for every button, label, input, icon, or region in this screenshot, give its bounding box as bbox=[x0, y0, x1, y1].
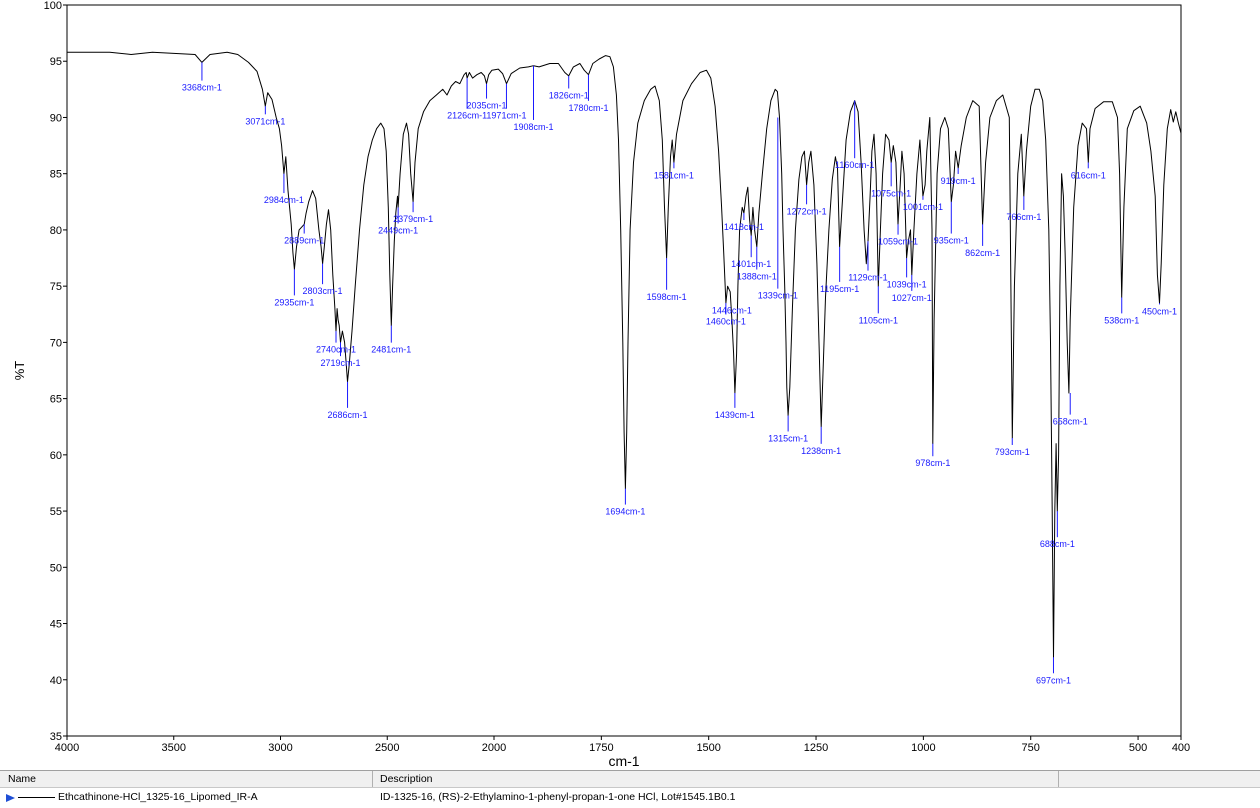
peak-label: 793cm-1 bbox=[995, 447, 1030, 457]
spectrum-trace bbox=[67, 51, 1182, 658]
y-tick-label: 65 bbox=[50, 394, 62, 406]
column-divider[interactable] bbox=[372, 771, 373, 787]
peak-label: 2719cm-1 bbox=[320, 358, 360, 368]
peak-label: 2803cm-1 bbox=[303, 286, 343, 296]
peak-label: 2379cm-1 bbox=[393, 214, 433, 224]
legend-table: Name Description Ethcathinone-HCl_1325-1… bbox=[0, 770, 1260, 808]
legend-row[interactable]: Ethcathinone-HCl_1325-16_Lipomed_IR-A ID… bbox=[0, 788, 1260, 806]
legend-header: Name Description bbox=[0, 771, 1260, 788]
peak-label: 1339cm-1 bbox=[758, 291, 798, 301]
peak-label: 1446cm-1 bbox=[712, 305, 752, 315]
x-axis-title: cm-1 bbox=[608, 753, 639, 769]
peak-label: 1826cm-1 bbox=[549, 90, 589, 100]
y-tick-label: 80 bbox=[50, 225, 62, 237]
peak-label: 1039cm-1 bbox=[887, 279, 927, 289]
peak-label: 1780cm-1 bbox=[568, 103, 608, 113]
y-tick-label: 95 bbox=[50, 56, 62, 68]
peak-label: 1238cm-1 bbox=[801, 446, 841, 456]
y-axis-title: %T bbox=[12, 361, 27, 381]
peak-label: 1908cm-1 bbox=[513, 122, 553, 132]
series-line-swatch bbox=[18, 797, 55, 798]
peak-label: 3071cm-1 bbox=[245, 116, 285, 126]
y-tick-label: 85 bbox=[50, 169, 62, 181]
y-tick-label: 55 bbox=[50, 506, 62, 518]
x-tick-label: 1750 bbox=[589, 742, 613, 754]
name-column-header[interactable]: Name bbox=[8, 773, 37, 785]
peak-label: 697cm-1 bbox=[1036, 675, 1071, 685]
peak-label: 935cm-1 bbox=[934, 236, 969, 246]
y-tick-label: 60 bbox=[50, 450, 62, 462]
peak-label: 766cm-1 bbox=[1006, 212, 1041, 222]
y-tick-label: 100 bbox=[44, 0, 62, 12]
peak-label: 919cm-1 bbox=[941, 176, 976, 186]
peak-label: 1027cm-1 bbox=[892, 293, 932, 303]
x-tick-label: 1250 bbox=[804, 742, 828, 754]
column-divider[interactable] bbox=[1058, 771, 1059, 787]
series-name: Ethcathinone-HCl_1325-16_Lipomed_IR-A bbox=[58, 791, 258, 803]
peak-label: 1105cm-1 bbox=[859, 315, 898, 325]
x-tick-label: 3500 bbox=[162, 742, 186, 754]
peak-label: 1418cm-1 bbox=[724, 222, 764, 232]
peak-label: 1129cm-1 bbox=[848, 273, 887, 283]
y-tick-label: 75 bbox=[50, 281, 62, 293]
peak-label: 862cm-1 bbox=[965, 248, 1000, 258]
peak-label: 1971cm-1 bbox=[486, 111, 526, 121]
peak-label: 978cm-1 bbox=[915, 458, 950, 468]
peak-label: 1059cm-1 bbox=[878, 237, 918, 247]
y-tick-label: 70 bbox=[50, 337, 62, 349]
peak-label: 1581cm-1 bbox=[654, 170, 694, 180]
peak-label: 1694cm-1 bbox=[605, 507, 645, 517]
peak-label: 450cm-1 bbox=[1142, 306, 1177, 316]
x-tick-label: 3000 bbox=[268, 742, 292, 754]
peak-label: 1401cm-1 bbox=[731, 259, 771, 269]
chart-svg: 35 40 45 50 55 60 65 70 75 80 85 90 95 100 4000 3500 300… bbox=[12, 0, 1190, 769]
peak-label: 2126cm-1 bbox=[447, 111, 487, 121]
y-tick-label: 90 bbox=[50, 112, 62, 124]
x-tick-label: 500 bbox=[1129, 742, 1147, 754]
ir-spectrum-chart: 35 40 45 50 55 60 65 70 75 80 85 90 95 100 4000 3500 300… bbox=[12, 0, 1190, 769]
peak-label: 2686cm-1 bbox=[328, 410, 368, 420]
plot-frame bbox=[66, 4, 1182, 737]
peak-label: 2740cm-1 bbox=[316, 345, 356, 355]
x-tick-label: 4000 bbox=[55, 742, 79, 754]
y-tick-label: 40 bbox=[50, 675, 62, 687]
description-column-header[interactable]: Description bbox=[380, 773, 433, 785]
x-tick-label: 750 bbox=[1022, 742, 1040, 754]
x-tick-label: 2000 bbox=[482, 742, 506, 754]
peak-label: 2935cm-1 bbox=[274, 297, 314, 307]
peak-label: 658cm-1 bbox=[1053, 417, 1088, 427]
peak-label: 2449cm-1 bbox=[378, 225, 418, 235]
peak-label: 3368cm-1 bbox=[182, 83, 222, 93]
row-selector-arrow-icon bbox=[6, 794, 15, 802]
peak-label: 616cm-1 bbox=[1071, 170, 1106, 180]
x-tick-label: 2500 bbox=[375, 742, 399, 754]
x-tick-label: 1500 bbox=[696, 742, 720, 754]
peak-label: 1195cm-1 bbox=[820, 284, 859, 294]
peak-label: 2481cm-1 bbox=[371, 345, 411, 355]
peak-label: 1315cm-1 bbox=[768, 433, 808, 443]
peak-label: 1001cm-1 bbox=[903, 202, 943, 212]
peak-label: 1598cm-1 bbox=[647, 292, 687, 302]
series-description: ID-1325-16, (RS)-2-Ethylamino-1-phenyl-p… bbox=[380, 791, 736, 803]
peak-label: 1160cm-1 bbox=[835, 160, 874, 170]
x-tick-label: 400 bbox=[1172, 742, 1190, 754]
peak-label: 1272cm-1 bbox=[787, 206, 827, 216]
peak-label: 2035cm-1 bbox=[467, 101, 507, 111]
x-tick-label: 1000 bbox=[911, 742, 935, 754]
peak-label: 1460cm-1 bbox=[706, 317, 746, 327]
peak-label: 1075cm-1 bbox=[871, 188, 911, 198]
peak-label: 1439cm-1 bbox=[715, 410, 755, 420]
peak-label: 2984cm-1 bbox=[264, 195, 304, 205]
y-tick-label: 50 bbox=[50, 562, 62, 574]
peak-label: 2889cm-1 bbox=[284, 236, 324, 246]
y-tick-label: 45 bbox=[50, 619, 62, 631]
peak-label: 688cm-1 bbox=[1040, 539, 1075, 549]
peak-label: 1388cm-1 bbox=[737, 272, 777, 282]
y-tick-label: 35 bbox=[50, 731, 62, 743]
peak-label: 538cm-1 bbox=[1104, 315, 1139, 325]
